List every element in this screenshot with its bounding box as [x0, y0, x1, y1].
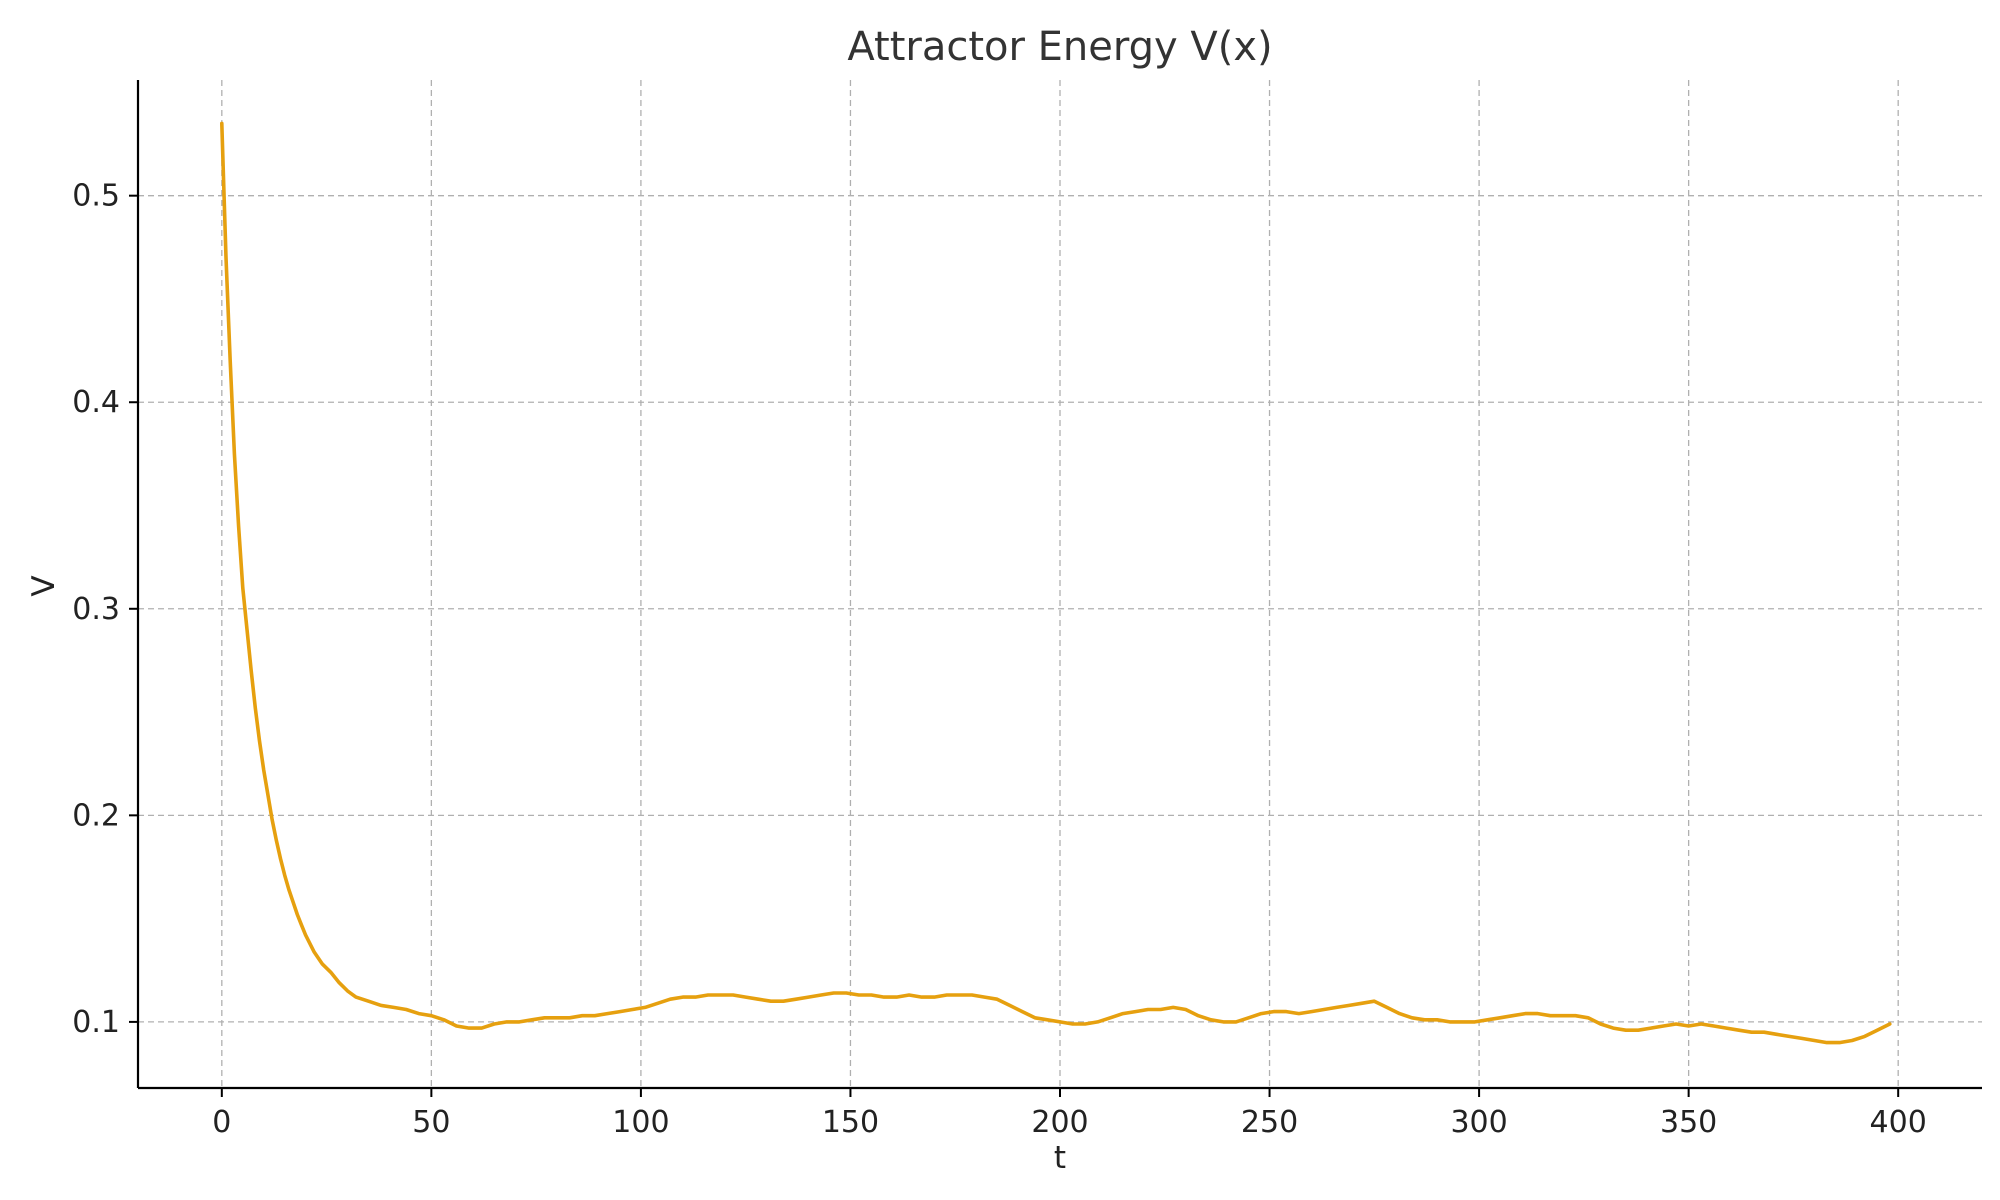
x-tick-label: 400	[1870, 1105, 1927, 1140]
chart-title: Attractor Energy V(x)	[847, 24, 1272, 70]
x-tick-label: 50	[412, 1105, 450, 1140]
x-tick-label: 200	[1031, 1105, 1088, 1140]
x-axis-label: t	[1054, 1140, 1066, 1176]
x-tick-label: 350	[1660, 1105, 1717, 1140]
y-axis-label: V	[26, 575, 62, 596]
grid-layer	[138, 80, 1982, 1088]
x-tick-label: 300	[1450, 1105, 1507, 1140]
y-tick-label: 0.2	[72, 798, 120, 833]
series-line	[220, 121, 1892, 1045]
series-layer	[220, 121, 1892, 1045]
x-tick-label: 150	[822, 1105, 879, 1140]
tick-layer: 0 50 100 150 200 250 300 350 400 0.1 0.2 0.3 0.4 0.5	[72, 179, 1927, 1140]
y-tick-label: 0.4	[72, 385, 120, 420]
y-tick-label: 0.5	[72, 179, 120, 214]
x-tick-label: 100	[612, 1105, 669, 1140]
y-tick-label: 0.3	[72, 592, 120, 627]
x-tick-label: 250	[1241, 1105, 1298, 1140]
y-tick-label: 0.1	[72, 1005, 120, 1040]
x-tick-label: 0	[212, 1105, 231, 1140]
